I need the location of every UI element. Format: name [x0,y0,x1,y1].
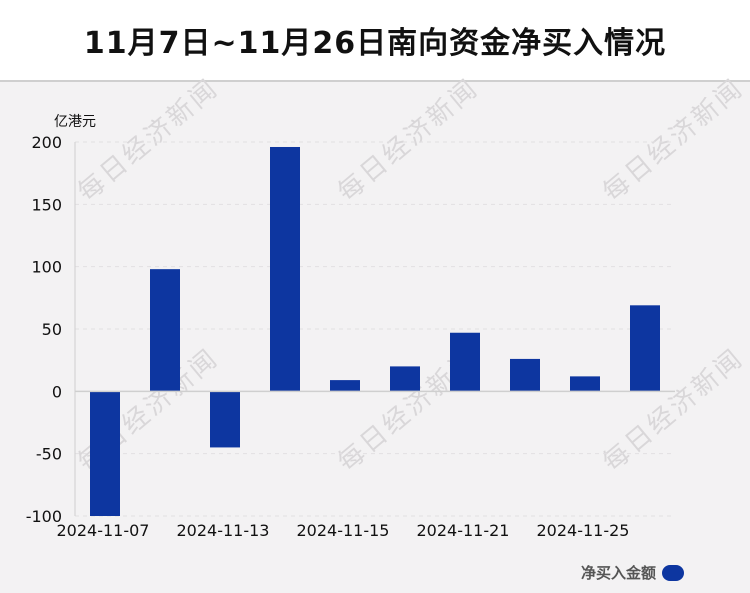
y-tick-label: 0 [52,382,62,401]
x-tick-label: 2024-11-21 [417,521,510,540]
legend-swatch [662,564,684,581]
legend: 净买入金额 [581,562,684,583]
bar [270,146,300,392]
bar [570,376,600,392]
bar [210,391,240,448]
chart-title: 11月7日~11月26日南向资金净买入情况 [83,26,667,61]
bar [90,391,120,516]
y-tick-label: 200 [31,133,62,152]
bar [630,305,660,392]
bar [510,358,540,392]
legend-label: 净买入金额 [580,564,656,582]
bar [150,269,180,392]
bar-chart: 200 150 100 50 0 -50 -100 亿港元 2024-11-07 2024-11-… [26,114,675,540]
x-tick-label: 2024-11-25 [537,521,630,540]
title-bar: 11月7日~11月26日南向资金净买入情况 [0,0,750,82]
y-tick-label: -50 [36,445,62,464]
y-unit-label: 亿港元 [54,114,96,130]
y-tick-label: -100 [26,507,62,526]
bar [390,366,420,392]
x-tick-label: 2024-11-07 [57,521,150,540]
x-tick-label: 2024-11-13 [177,521,270,540]
y-tick-label: 50 [42,320,62,339]
bar [450,332,480,392]
y-tick-label: 100 [31,258,62,277]
bar [330,380,360,392]
y-tick-label: 150 [31,195,62,214]
x-tick-label: 2024-11-15 [297,521,390,540]
